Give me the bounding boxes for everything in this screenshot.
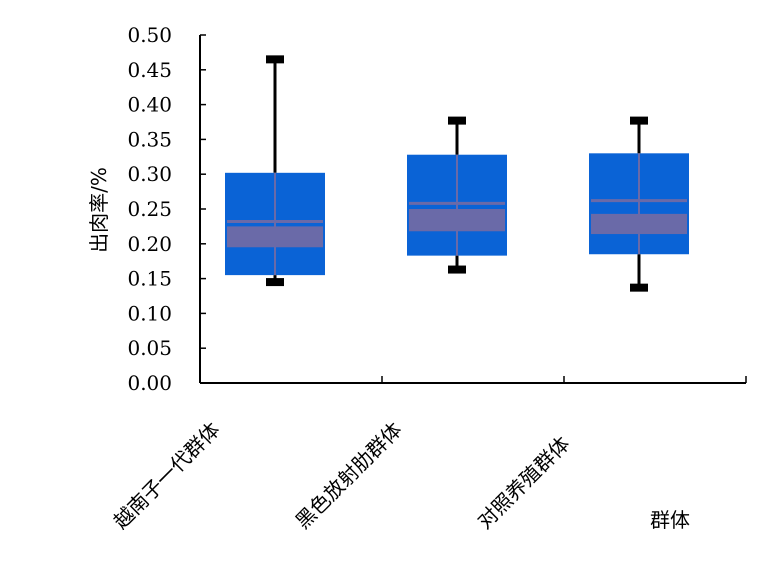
whisker-cap-min [448, 265, 466, 274]
category-label: 黑色放射肋群体 [291, 418, 407, 534]
y-tick-label: 0.35 [127, 127, 172, 151]
axes [199, 34, 747, 384]
y-tick-label: 0.20 [127, 232, 172, 256]
whisker-cap-max [266, 55, 284, 64]
y-tick-label: 0.00 [127, 371, 172, 395]
whisker-cap-min [630, 283, 648, 292]
y-tick-label: 0.45 [127, 58, 172, 82]
y-tick-label: 0.25 [127, 197, 172, 221]
category-label: 越南子一代群体 [109, 418, 225, 534]
box-3 [589, 116, 689, 292]
whisker-cap-max [448, 116, 466, 125]
y-tick-label: 0.05 [127, 336, 172, 360]
y-tick-label: 0.10 [127, 301, 172, 325]
box-2 [407, 116, 507, 274]
category-label: 对照养殖群体 [473, 432, 575, 534]
y-tick-label: 0.30 [127, 162, 172, 186]
y-axis-title: 出肉率/% [87, 167, 111, 253]
box-1 [225, 55, 325, 287]
y-tick-label: 0.15 [127, 267, 172, 291]
boxes [225, 55, 689, 292]
y-tick-label: 0.50 [127, 23, 172, 47]
x-axis-title: 群体 [650, 508, 690, 532]
y-tick-label: 0.40 [127, 93, 172, 117]
whisker-cap-max [630, 116, 648, 125]
labels: 0.00 0.05 0.10 0.15 0.20 0.25 0.30 0.35 0.40 0.45… [109, 23, 575, 534]
whisker-cap-min [266, 278, 284, 287]
